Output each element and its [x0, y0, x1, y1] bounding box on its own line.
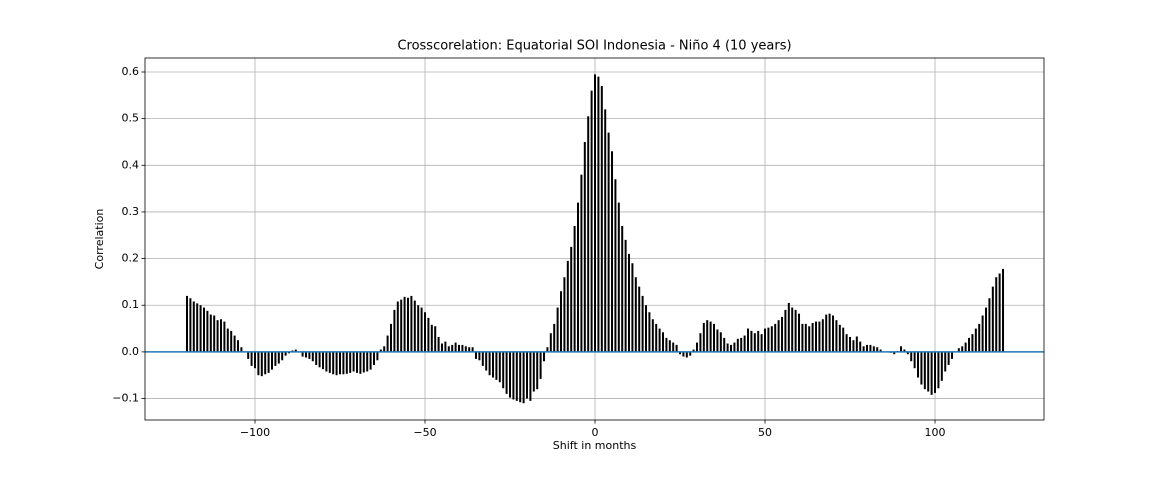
plot-frame	[144, 57, 1045, 421]
x-tick-label: 0	[592, 426, 599, 439]
y-tick-label: 0.1	[122, 298, 140, 311]
y-tick-label: 0.2	[122, 252, 140, 265]
y-tick-label: −0.1	[112, 392, 139, 405]
x-tick-label: −100	[240, 426, 270, 439]
y-axis-label: Correlation	[93, 209, 106, 270]
y-tick-label: 0.6	[122, 65, 140, 78]
y-tick-label: 0.3	[122, 205, 140, 218]
chart-title: Crosscorelation: Equatorial SOI Indonesi…	[397, 39, 791, 54]
y-tick-label: 0.5	[122, 112, 140, 125]
x-tick-label: 50	[758, 426, 772, 439]
y-tick-label: 0.4	[122, 158, 140, 171]
x-axis-label: Shift in months	[553, 439, 637, 452]
x-tick-label: −50	[413, 426, 436, 439]
x-tick-label: 100	[925, 426, 946, 439]
y-tick-label: 0.0	[122, 345, 140, 358]
